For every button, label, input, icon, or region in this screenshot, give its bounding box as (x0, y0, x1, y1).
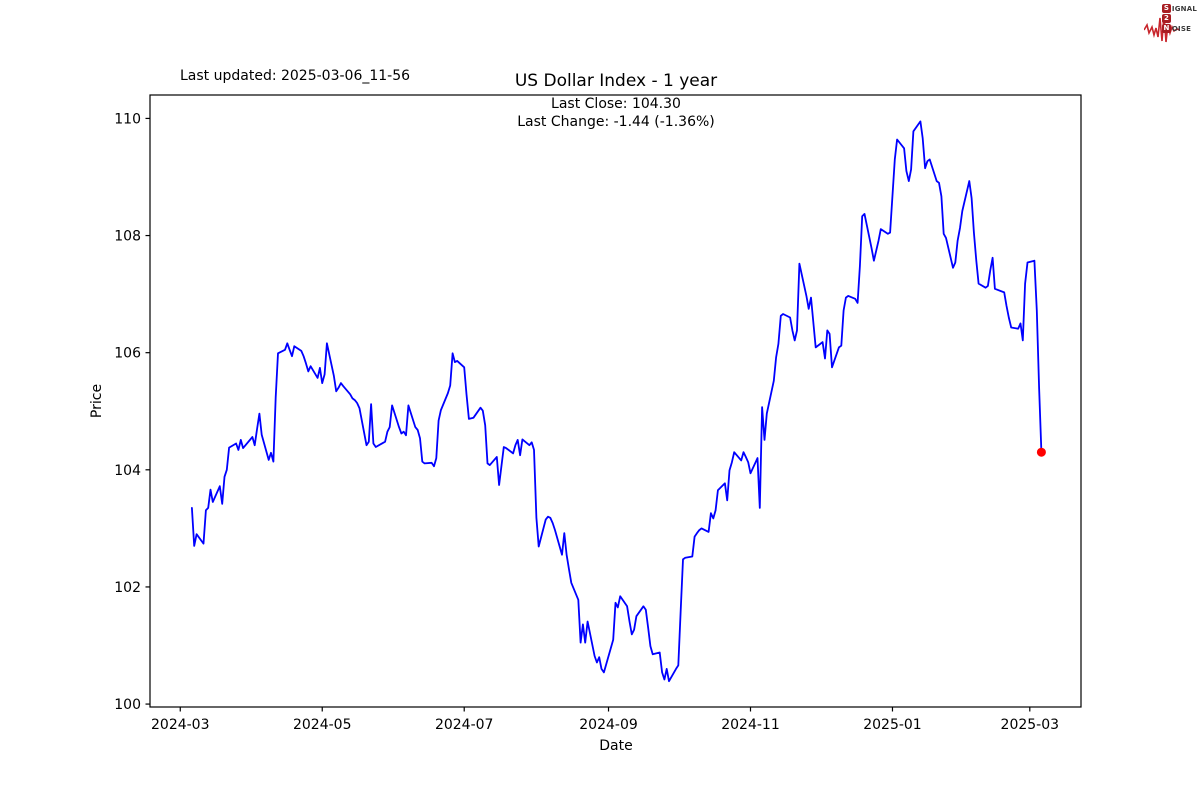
logo-row-signal: S IGNAL (1161, 4, 1197, 13)
y-tick-label: 110 (114, 111, 141, 127)
y-tick-label: 102 (114, 580, 141, 596)
chart-subtitle: Last Close: 104.30 Last Change: -1.44 (-… (151, 96, 1081, 131)
x-tick-label: 2024-09 (579, 717, 638, 733)
plot-frame (149, 94, 1082, 708)
x-tick-label: 2025-01 (863, 717, 922, 733)
price-line (190, 120, 1043, 683)
x-tick-label: 2024-05 (293, 717, 352, 733)
ekg-wave-icon (1144, 14, 1180, 43)
y-tick-label: 100 (114, 697, 141, 713)
x-axis-label: Date (599, 738, 633, 754)
logo-word-ignal: IGNAL (1171, 4, 1197, 13)
y-tick-label: 108 (114, 229, 141, 245)
last-updated-label: Last updated: 2025-03-06_11-56 (180, 68, 411, 84)
last-close-text: Last Close: 104.30 (551, 96, 681, 112)
logo-wordmark: S IGNAL 2 N OISE (1161, 4, 1197, 33)
x-tick-label: 2025-03 (1001, 717, 1060, 733)
signal2noise-logo: S IGNAL 2 N OISE (1144, 3, 1198, 45)
x-tick-label: 2024-11 (721, 717, 780, 733)
chart-title: US Dollar Index - 1 year (514, 71, 718, 91)
logo-badge-2: 2 (1161, 14, 1171, 23)
logo-badge-n: N (1161, 24, 1171, 33)
last-close-marker (1036, 447, 1046, 457)
last-change-text: Last Change: -1.44 (-1.36%) (517, 113, 715, 130)
x-tick-label: 2024-07 (435, 717, 494, 733)
logo-word-oise: OISE (1171, 24, 1192, 33)
logo-row-2: 2 (1161, 14, 1171, 23)
y-axis-label: Price (89, 383, 105, 419)
y-tick-label: 104 (114, 463, 141, 479)
logo-badge-s: S (1161, 4, 1171, 13)
logo-row-noise: N OISE (1161, 24, 1192, 33)
y-tick-label: 106 (114, 346, 141, 362)
x-tick-label: 2024-03 (151, 717, 210, 733)
